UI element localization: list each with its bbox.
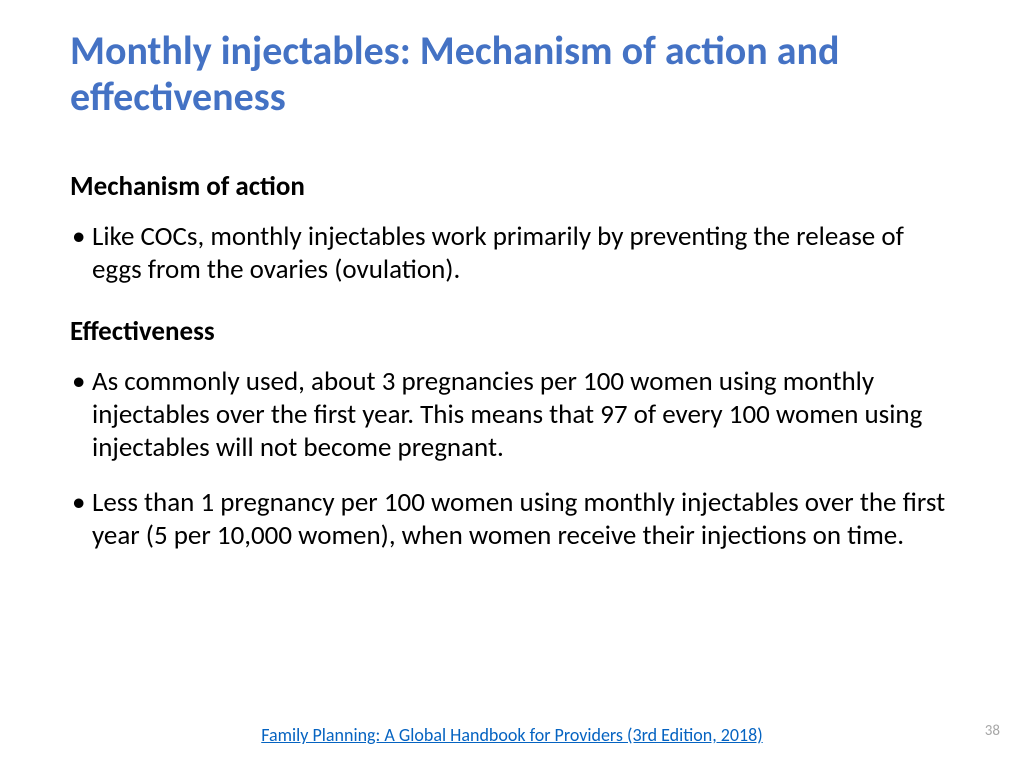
- bullet-list-effectiveness: As commonly used, about 3 pregnancies pe…: [70, 366, 954, 553]
- section-heading-mechanism: Mechanism of action: [70, 170, 954, 203]
- slide-title: Monthly injectables: Mechanism of action…: [70, 28, 954, 120]
- bullet-item: As commonly used, about 3 pregnancies pe…: [70, 366, 954, 465]
- section-heading-effectiveness: Effectiveness: [70, 315, 954, 348]
- slide-container: Monthly injectables: Mechanism of action…: [0, 0, 1024, 768]
- bullet-item: Less than 1 pregnancy per 100 women usin…: [70, 487, 954, 553]
- footer-link-container: Family Planning: A Global Handbook for P…: [0, 724, 1024, 746]
- source-link[interactable]: Family Planning: A Global Handbook for P…: [261, 724, 763, 746]
- bullet-list-mechanism: Like COCs, monthly injectables work prim…: [70, 221, 954, 287]
- bullet-item: Like COCs, monthly injectables work prim…: [70, 221, 954, 287]
- page-number: 38: [985, 722, 1000, 740]
